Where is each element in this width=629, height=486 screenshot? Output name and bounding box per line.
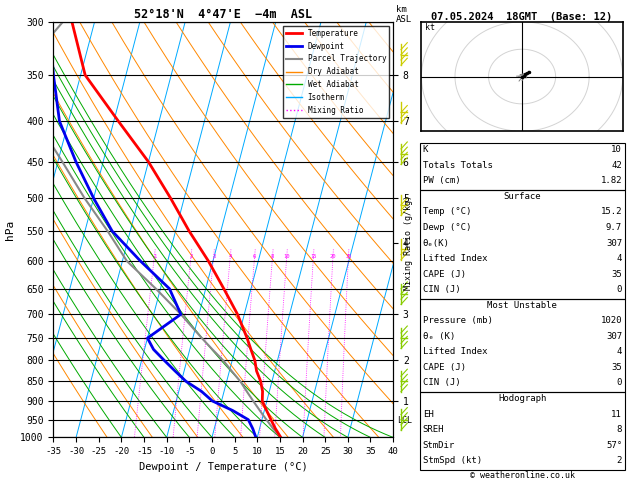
- Text: Pressure (mb): Pressure (mb): [423, 316, 493, 325]
- Text: StmSpd (kt): StmSpd (kt): [423, 456, 482, 465]
- Text: 8: 8: [616, 425, 622, 434]
- Title: 52°18'N  4°47'E  −4m  ASL: 52°18'N 4°47'E −4m ASL: [134, 8, 313, 21]
- Text: 25: 25: [345, 254, 352, 259]
- Text: 307: 307: [606, 332, 622, 341]
- Text: 1: 1: [153, 254, 156, 259]
- Text: CAPE (J): CAPE (J): [423, 363, 465, 372]
- Text: 4: 4: [229, 254, 232, 259]
- Text: 15: 15: [310, 254, 317, 259]
- Text: 20: 20: [330, 254, 337, 259]
- Text: 4: 4: [616, 254, 622, 263]
- Text: 1020: 1020: [601, 316, 622, 325]
- Text: km
ASL: km ASL: [396, 5, 413, 24]
- Text: CIN (J): CIN (J): [423, 379, 460, 387]
- Text: 10: 10: [284, 254, 290, 259]
- Text: 0: 0: [616, 379, 622, 387]
- Text: EH: EH: [423, 410, 433, 418]
- Text: 10: 10: [611, 145, 622, 154]
- Bar: [420, 299, 625, 392]
- Text: 9.7: 9.7: [606, 223, 622, 232]
- Text: 42: 42: [611, 161, 622, 170]
- Text: 07.05.2024  18GMT  (Base: 12): 07.05.2024 18GMT (Base: 12): [431, 12, 613, 22]
- Text: 35: 35: [611, 270, 622, 278]
- Text: SREH: SREH: [423, 425, 444, 434]
- Text: LCL: LCL: [398, 416, 412, 425]
- Text: Mixing Ratio (g/kg): Mixing Ratio (g/kg): [404, 195, 413, 291]
- Text: 35: 35: [611, 363, 622, 372]
- Text: Lifted Index: Lifted Index: [423, 347, 487, 356]
- Text: 3: 3: [212, 254, 215, 259]
- Text: Hodograph: Hodograph: [498, 394, 547, 403]
- Text: θₑ (K): θₑ (K): [423, 332, 455, 341]
- Text: kt: kt: [425, 23, 435, 32]
- Text: 1.82: 1.82: [601, 176, 622, 185]
- Text: θₑ(K): θₑ(K): [423, 239, 450, 247]
- Text: PW (cm): PW (cm): [423, 176, 460, 185]
- Text: Temp (°C): Temp (°C): [423, 208, 471, 216]
- Text: 15.2: 15.2: [601, 208, 622, 216]
- Legend: Temperature, Dewpoint, Parcel Trajectory, Dry Adiabat, Wet Adiabat, Isotherm, Mi: Temperature, Dewpoint, Parcel Trajectory…: [283, 26, 389, 118]
- Text: CAPE (J): CAPE (J): [423, 270, 465, 278]
- Text: 57°: 57°: [606, 441, 622, 450]
- Text: 2: 2: [616, 456, 622, 465]
- Text: Dewp (°C): Dewp (°C): [423, 223, 471, 232]
- Bar: [420, 190, 625, 299]
- Text: 4: 4: [616, 347, 622, 356]
- Text: 11: 11: [611, 410, 622, 418]
- Y-axis label: hPa: hPa: [4, 220, 14, 240]
- Text: StmDir: StmDir: [423, 441, 455, 450]
- Text: 2: 2: [189, 254, 192, 259]
- Text: CIN (J): CIN (J): [423, 285, 460, 294]
- Text: 307: 307: [606, 239, 622, 247]
- Text: Most Unstable: Most Unstable: [487, 301, 557, 310]
- Text: 0: 0: [616, 285, 622, 294]
- Text: © weatheronline.co.uk: © weatheronline.co.uk: [470, 471, 574, 480]
- Text: Surface: Surface: [504, 192, 541, 201]
- X-axis label: Dewpoint / Temperature (°C): Dewpoint / Temperature (°C): [139, 462, 308, 472]
- Text: Totals Totals: Totals Totals: [423, 161, 493, 170]
- Text: Lifted Index: Lifted Index: [423, 254, 487, 263]
- Text: 8: 8: [271, 254, 274, 259]
- Text: K: K: [423, 145, 428, 154]
- Text: 6: 6: [253, 254, 257, 259]
- Bar: [420, 392, 625, 470]
- Bar: [420, 143, 625, 190]
